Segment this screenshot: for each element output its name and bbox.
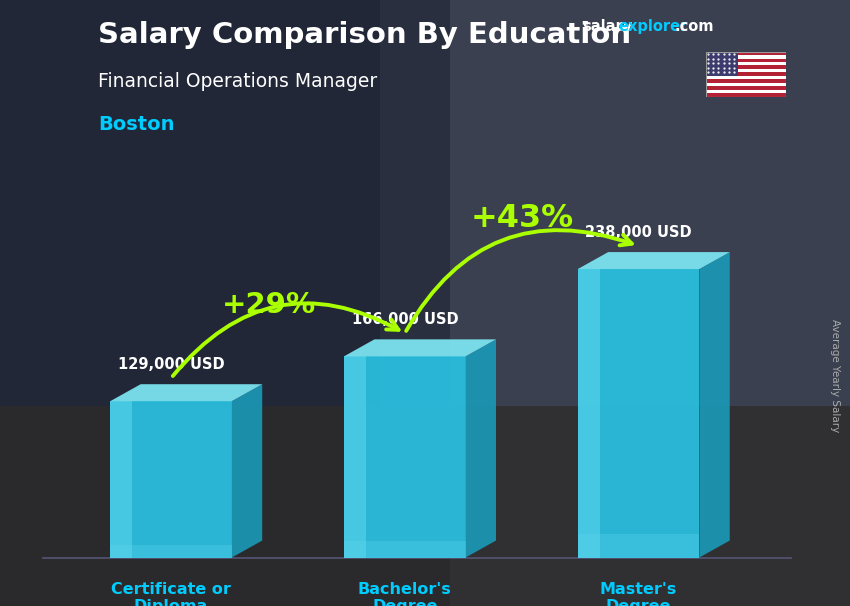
Text: 129,000 USD: 129,000 USD <box>118 357 224 372</box>
Bar <box>706 59 786 62</box>
Polygon shape <box>578 252 729 269</box>
Polygon shape <box>344 339 496 356</box>
Bar <box>706 93 786 97</box>
Polygon shape <box>110 384 262 401</box>
Text: 238,000 USD: 238,000 USD <box>586 225 692 240</box>
Text: Average Yearly Salary: Average Yearly Salary <box>830 319 840 432</box>
Text: +43%: +43% <box>470 202 573 234</box>
Bar <box>344 541 466 558</box>
Text: Financial Operations Manager: Financial Operations Manager <box>98 72 377 90</box>
Bar <box>706 76 786 79</box>
Bar <box>110 545 232 558</box>
Bar <box>706 69 786 73</box>
Bar <box>706 83 786 87</box>
Bar <box>110 401 232 558</box>
Bar <box>706 73 786 76</box>
Bar <box>706 62 786 65</box>
Bar <box>706 87 786 90</box>
Bar <box>706 55 786 59</box>
Bar <box>380 0 850 406</box>
Polygon shape <box>466 339 496 558</box>
Bar <box>706 52 738 76</box>
Bar <box>706 90 786 93</box>
Bar <box>344 356 466 558</box>
Text: salary: salary <box>582 19 632 35</box>
Polygon shape <box>232 384 262 558</box>
Bar <box>0 406 850 606</box>
Text: .com: .com <box>674 19 713 35</box>
Bar <box>706 52 786 55</box>
Bar <box>706 65 786 69</box>
Text: explorer: explorer <box>619 19 688 35</box>
Bar <box>578 269 599 558</box>
Bar <box>578 269 700 558</box>
Text: Salary Comparison By Education: Salary Comparison By Education <box>98 21 631 49</box>
Polygon shape <box>700 252 729 558</box>
Text: 166,000 USD: 166,000 USD <box>352 312 458 327</box>
Bar <box>0 0 450 606</box>
Bar <box>344 356 366 558</box>
Bar <box>706 79 786 83</box>
Text: Boston: Boston <box>98 115 174 134</box>
Bar <box>578 534 700 558</box>
Text: +29%: +29% <box>222 291 316 319</box>
Bar <box>110 401 132 558</box>
